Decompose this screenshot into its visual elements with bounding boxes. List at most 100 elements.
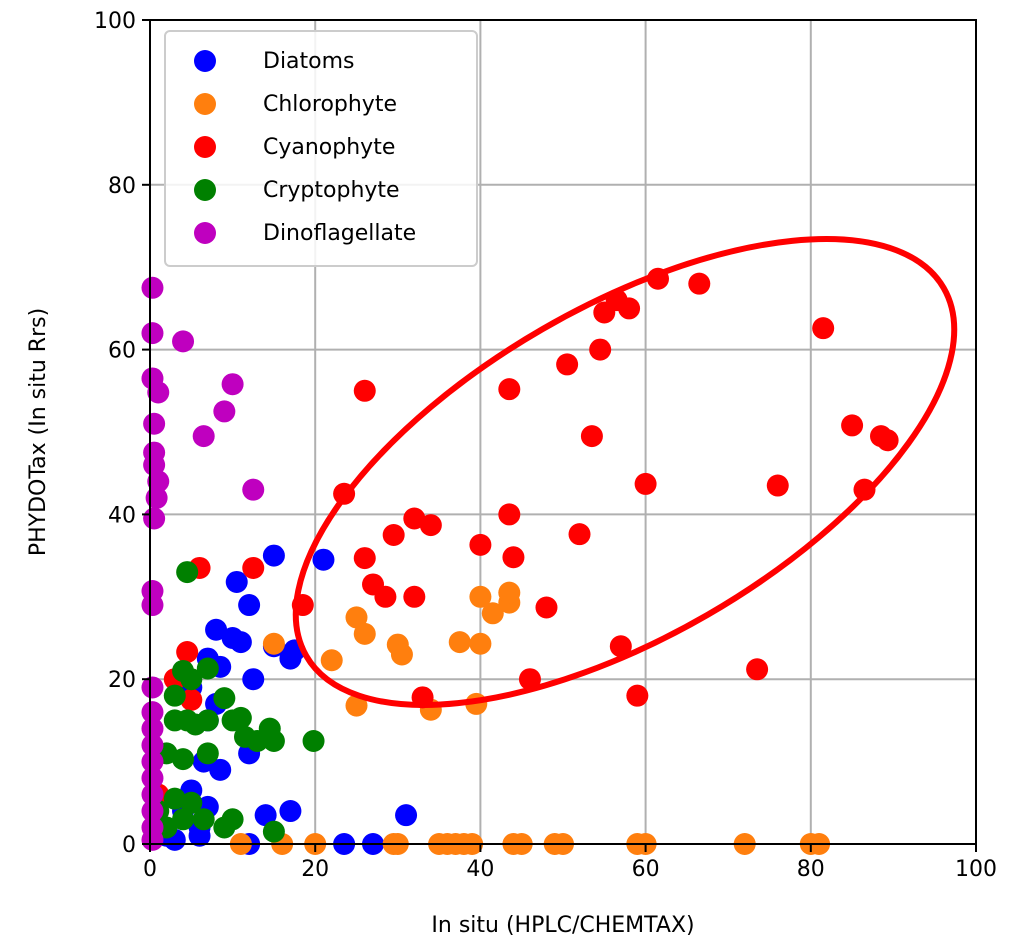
data-point bbox=[163, 684, 186, 707]
y-tick-label: 0 bbox=[122, 833, 136, 858]
data-point bbox=[312, 548, 335, 571]
data-point bbox=[213, 400, 236, 423]
data-point bbox=[180, 791, 203, 814]
data-point bbox=[876, 429, 899, 452]
data-point bbox=[626, 684, 649, 707]
data-point bbox=[403, 585, 426, 608]
x-tick-label: 20 bbox=[301, 857, 329, 882]
data-point bbox=[141, 734, 164, 757]
data-point bbox=[589, 338, 612, 361]
y-tick-label: 60 bbox=[108, 339, 136, 364]
data-point bbox=[469, 632, 492, 655]
data-point bbox=[498, 503, 521, 526]
axis-ticks: 0 20 40 60 80 100 0 20 40 60 80 100 bbox=[94, 9, 997, 882]
data-point bbox=[262, 730, 285, 752]
data-point bbox=[205, 618, 228, 641]
legend-label: Cyanophyte bbox=[263, 135, 395, 160]
data-point bbox=[188, 824, 211, 847]
data-point bbox=[172, 330, 195, 353]
data-point bbox=[262, 544, 285, 567]
data-point bbox=[353, 379, 376, 402]
data-point bbox=[196, 657, 219, 680]
data-point bbox=[163, 787, 186, 810]
legend: Diatoms Chlorophyte Cyanophyte Cryptophyte D… bbox=[164, 30, 478, 267]
data-point bbox=[320, 649, 343, 672]
data-point bbox=[382, 524, 405, 546]
data-point bbox=[145, 486, 168, 509]
data-points bbox=[141, 267, 899, 855]
data-point bbox=[498, 378, 521, 401]
data-point bbox=[580, 425, 603, 448]
data-point bbox=[853, 478, 876, 501]
data-point bbox=[502, 546, 525, 569]
data-point bbox=[518, 668, 541, 691]
data-point bbox=[634, 472, 657, 495]
data-point bbox=[141, 594, 164, 617]
data-point bbox=[345, 606, 368, 629]
data-point bbox=[238, 594, 261, 617]
data-point bbox=[229, 706, 252, 729]
data-point bbox=[141, 676, 164, 699]
x-tick-label: 100 bbox=[955, 857, 997, 882]
data-point bbox=[180, 688, 203, 711]
data-point bbox=[242, 556, 265, 579]
data-point bbox=[141, 717, 164, 740]
data-point bbox=[262, 820, 285, 843]
y-tick-label: 100 bbox=[94, 9, 136, 34]
data-point bbox=[209, 758, 232, 781]
data-point bbox=[345, 694, 368, 717]
data-point bbox=[688, 272, 711, 295]
data-point bbox=[147, 381, 170, 404]
data-point bbox=[143, 507, 166, 530]
highlight-ellipse bbox=[292, 236, 958, 708]
data-point bbox=[176, 641, 199, 664]
data-point bbox=[498, 581, 521, 604]
x-tick-label: 60 bbox=[632, 857, 660, 882]
data-point bbox=[302, 730, 325, 752]
data-point bbox=[172, 808, 195, 831]
data-point bbox=[395, 804, 418, 827]
data-point bbox=[143, 453, 166, 476]
series-chlorophyte bbox=[229, 581, 831, 855]
data-point bbox=[254, 804, 277, 827]
data-point bbox=[279, 800, 302, 823]
plot-frame bbox=[149, 19, 977, 845]
data-point bbox=[353, 622, 376, 645]
data-point bbox=[141, 750, 164, 773]
data-point bbox=[469, 585, 492, 608]
legend-marker bbox=[194, 136, 216, 158]
highlight-ellipse-annotation bbox=[292, 236, 958, 708]
data-point bbox=[556, 353, 579, 376]
data-point bbox=[279, 647, 302, 670]
data-point bbox=[374, 585, 397, 608]
data-point bbox=[353, 547, 376, 570]
data-point bbox=[141, 767, 164, 790]
x-axis-label: In situ (HPLC/CHEMTAX) bbox=[431, 913, 694, 938]
series-dinoflagellate bbox=[141, 276, 265, 851]
data-point bbox=[213, 687, 236, 710]
data-point bbox=[609, 635, 632, 658]
data-point bbox=[141, 828, 164, 851]
y-tick-label: 40 bbox=[108, 503, 136, 528]
data-point bbox=[213, 816, 236, 839]
data-point bbox=[390, 643, 413, 666]
data-point bbox=[242, 478, 265, 501]
series-cryptophyte bbox=[147, 561, 325, 843]
data-point bbox=[262, 632, 285, 655]
data-point bbox=[176, 561, 199, 584]
data-point bbox=[812, 317, 835, 340]
data-point bbox=[196, 709, 219, 732]
data-point bbox=[141, 322, 164, 345]
data-point bbox=[746, 658, 769, 681]
data-point bbox=[196, 742, 219, 765]
data-point bbox=[141, 800, 164, 823]
x-tick-label: 0 bbox=[143, 857, 157, 882]
data-point bbox=[229, 631, 252, 654]
data-point bbox=[221, 373, 244, 396]
legend-label: Diatoms bbox=[263, 49, 355, 74]
x-tick-label: 80 bbox=[797, 857, 825, 882]
data-point bbox=[143, 412, 166, 435]
data-point bbox=[180, 668, 203, 691]
data-point bbox=[141, 276, 164, 299]
data-point bbox=[419, 514, 442, 537]
